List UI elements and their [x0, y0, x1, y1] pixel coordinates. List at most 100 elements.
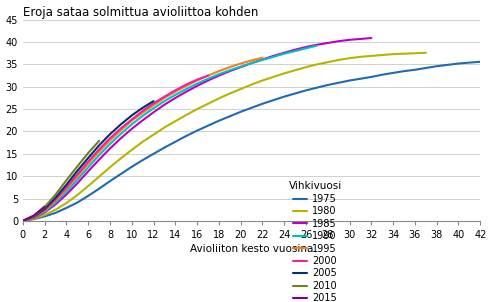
1980 [216, 97, 222, 100]
1975 [445, 63, 451, 67]
Line: 2000: 2000 [23, 76, 208, 221]
1995 [63, 187, 69, 191]
1985 [194, 84, 200, 88]
1985 [303, 45, 309, 49]
1985 [325, 41, 331, 45]
1980 [140, 140, 146, 143]
1990 [259, 58, 265, 62]
Legend: 1975, 1980, 1985, 1990, 1995, 2000, 2005, 2010, 2015: 1975, 1980, 1985, 1990, 1995, 2000, 2005… [288, 182, 342, 302]
1985 [281, 51, 287, 55]
1980 [325, 60, 331, 64]
1990 [107, 142, 113, 146]
2000 [85, 159, 91, 163]
2010 [85, 151, 91, 155]
1980 [194, 107, 200, 111]
1975 [477, 60, 483, 63]
1985 [292, 48, 298, 51]
1980 [292, 69, 298, 72]
1985 [238, 65, 244, 69]
1985 [184, 90, 189, 94]
Line: 1975: 1975 [23, 62, 480, 221]
2005 [20, 219, 26, 223]
Line: 1985: 1985 [23, 38, 371, 221]
1985 [85, 169, 91, 173]
Line: 2015: 2015 [23, 207, 45, 221]
1975 [63, 206, 69, 210]
1990 [42, 210, 48, 213]
1995 [161, 96, 167, 100]
2010 [20, 219, 26, 223]
1990 [96, 153, 102, 157]
1980 [184, 113, 189, 117]
2000 [205, 74, 211, 77]
1985 [107, 147, 113, 150]
1975 [379, 73, 385, 76]
1975 [336, 81, 341, 85]
1985 [31, 216, 37, 220]
1995 [118, 128, 124, 132]
Line: 1980: 1980 [23, 53, 426, 221]
1980 [401, 52, 407, 56]
1975 [107, 179, 113, 183]
1980 [336, 58, 341, 62]
1975 [172, 140, 178, 143]
Line: 2010: 2010 [23, 141, 99, 221]
1975 [74, 201, 80, 204]
2005 [151, 99, 156, 103]
1995 [85, 162, 91, 165]
2000 [96, 148, 102, 151]
2010 [74, 165, 80, 168]
2000 [161, 95, 167, 98]
1995 [20, 219, 26, 223]
1990 [238, 65, 244, 69]
1985 [118, 137, 124, 140]
2005 [63, 183, 69, 186]
1975 [20, 219, 26, 223]
1995 [74, 175, 80, 178]
1995 [31, 215, 37, 219]
2005 [129, 114, 135, 117]
2005 [118, 123, 124, 126]
1980 [259, 79, 265, 82]
1980 [172, 119, 178, 123]
1975 [281, 95, 287, 98]
1990 [172, 93, 178, 97]
2010 [53, 193, 59, 196]
1975 [456, 62, 461, 65]
1975 [161, 146, 167, 149]
1985 [358, 37, 364, 41]
1980 [107, 165, 113, 169]
2005 [74, 169, 80, 173]
1980 [42, 213, 48, 217]
1995 [227, 65, 233, 69]
2000 [63, 185, 69, 189]
1980 [347, 56, 353, 60]
1990 [118, 132, 124, 136]
1995 [129, 119, 135, 123]
1990 [194, 82, 200, 85]
1985 [259, 58, 265, 61]
2000 [184, 83, 189, 86]
1990 [303, 47, 309, 50]
1975 [140, 158, 146, 162]
1975 [358, 77, 364, 81]
1975 [238, 110, 244, 114]
1990 [248, 61, 254, 65]
1975 [194, 129, 200, 132]
1975 [325, 83, 331, 87]
2000 [151, 101, 156, 105]
1980 [161, 126, 167, 129]
1990 [161, 99, 167, 103]
2010 [63, 178, 69, 182]
1995 [259, 56, 265, 59]
1980 [151, 133, 156, 137]
1985 [271, 54, 277, 58]
1975 [42, 215, 48, 218]
1980 [227, 92, 233, 95]
1975 [390, 71, 396, 75]
2000 [118, 127, 124, 130]
1985 [172, 96, 178, 100]
1980 [20, 219, 26, 223]
2000 [129, 117, 135, 121]
1995 [184, 84, 189, 88]
